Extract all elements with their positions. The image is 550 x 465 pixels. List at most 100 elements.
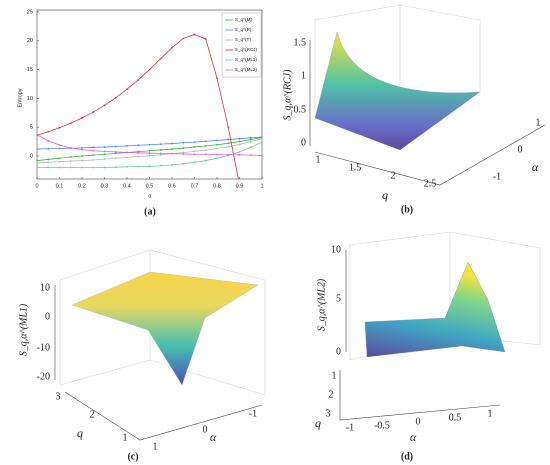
point: [171, 142, 173, 145]
q-axis-label: q: [77, 426, 83, 440]
point: [137, 144, 140, 147]
point: [148, 68, 151, 71]
point: [193, 153, 196, 156]
q-axis-label: q: [382, 188, 388, 202]
point: [92, 111, 95, 114]
surface: [71, 271, 259, 386]
q-tick-label: 2.5: [424, 178, 437, 189]
point: [69, 166, 72, 169]
surface: [364, 261, 506, 358]
point: [159, 149, 162, 151]
point: [182, 37, 185, 40]
point: [182, 162, 185, 165]
point: [193, 33, 196, 36]
x-tick-label: 0.9: [236, 183, 244, 189]
point: [159, 143, 162, 146]
point: [92, 159, 95, 161]
point: [204, 153, 207, 156]
legend: S_q^(M) S_q^(R) S_q^(T) S_q^(RCJ) S_q^(ML1) S…: [221, 12, 262, 78]
axes: [54, 285, 263, 441]
point: [81, 166, 83, 169]
panel-b-surface: [309, 4, 546, 186]
point: [171, 46, 173, 49]
point: [69, 156, 72, 159]
axes: [339, 250, 501, 421]
z-tick-label: 5: [336, 293, 341, 304]
alpha-tick-label: 1: [153, 441, 158, 452]
q-axis-label: q: [315, 416, 321, 430]
point: [103, 166, 106, 169]
point: [47, 158, 50, 161]
point: [171, 163, 173, 166]
point: [47, 147, 50, 150]
q-tick-label: 1: [332, 370, 337, 381]
alpha-tick-label: -0.5: [374, 420, 390, 431]
point: [69, 160, 72, 163]
point: [171, 148, 173, 150]
point: [148, 152, 151, 154]
y-tick-label: 10: [27, 96, 33, 102]
point: [137, 151, 140, 154]
point: [171, 152, 173, 155]
point: [69, 147, 72, 149]
q-tick-label: 2: [329, 389, 334, 400]
x-tick-label: 0.5: [146, 183, 154, 189]
point: [81, 148, 83, 151]
y-tick-label: 20: [27, 38, 33, 44]
alpha-axis-label: α: [410, 430, 417, 444]
z-tick-label: -10: [37, 342, 50, 353]
point: [103, 146, 106, 148]
z-axis-label: S_q,α^(ML1): [18, 303, 29, 356]
point: [58, 166, 61, 169]
alpha-tick-label: -1: [249, 408, 257, 419]
x-tick-label: 0.7: [191, 183, 199, 189]
q-tick-label: 2: [391, 170, 396, 181]
point: [47, 166, 50, 169]
point: [81, 147, 83, 149]
point: [92, 154, 95, 157]
alpha-tick-label: 0: [518, 144, 523, 155]
point: [137, 155, 140, 158]
point: [92, 166, 95, 169]
x-tick-label: 0.3: [101, 183, 109, 189]
point: [58, 144, 61, 146]
point: [92, 146, 95, 149]
point: [137, 79, 140, 81]
point: [47, 161, 50, 164]
point: [37, 166, 38, 169]
point: [261, 137, 262, 140]
z-axis-label: S_q,α^(ML2): [316, 278, 327, 331]
point: [126, 88, 128, 91]
y-tick-label: 5: [30, 125, 33, 131]
point: [114, 151, 117, 153]
point: [114, 157, 117, 160]
legend-box: [221, 12, 262, 78]
point: [261, 136, 262, 138]
alpha-tick-label: 0: [416, 416, 421, 427]
y-tick-label: 15: [27, 67, 33, 73]
panel-label: (a): [144, 206, 156, 217]
point: [114, 152, 117, 155]
z-tick-label: 10: [331, 244, 341, 255]
point: [37, 161, 38, 164]
point: [114, 96, 117, 99]
point: [37, 133, 38, 136]
point: [261, 154, 262, 157]
point: [58, 160, 61, 163]
alpha-axis-label: α: [210, 430, 217, 444]
z-tick-label: 0: [336, 346, 341, 357]
point: [137, 165, 140, 168]
q-tick-label: 1: [316, 154, 321, 165]
x-tick-label: 1: [260, 183, 263, 189]
point: [216, 143, 218, 146]
z-tick-label: 1.5: [294, 37, 307, 48]
y-tick-label: 25: [27, 9, 33, 15]
point: [227, 138, 230, 141]
legend-label: S_q^(ML2): [235, 67, 257, 72]
legend-label: S_q^(ML1): [235, 57, 257, 62]
y-tick-label: 0: [30, 153, 33, 159]
z-tick-label: 1: [301, 70, 306, 81]
point: [81, 155, 83, 157]
point: [238, 153, 241, 156]
